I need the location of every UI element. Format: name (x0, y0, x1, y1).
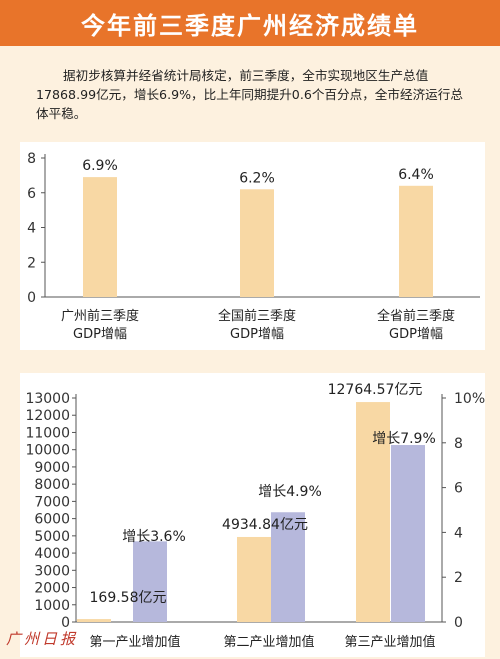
y-tick-label: 2 (27, 255, 36, 271)
left-y-tick-label: 4000 (34, 546, 70, 562)
right-y-tick-label: 0 (454, 615, 463, 631)
bar (399, 185, 433, 297)
industry-value-chart: 0100020003000400050006000700080009000100… (25, 382, 485, 650)
left-y-tick-label: 6000 (34, 512, 70, 528)
growth-data-label: 增长7.9% (372, 431, 436, 447)
value-bar (237, 536, 271, 622)
left-y-tick-label: 10000 (25, 443, 70, 459)
right-y-tick-label: 10% (454, 391, 485, 407)
left-y-tick-label: 3000 (34, 563, 70, 579)
x-tick-label: 全省前三季度 (377, 308, 455, 324)
x-tick-label: 广州前三季度 (61, 308, 139, 324)
x-tick-label: GDP增幅 (230, 327, 284, 342)
growth-data-label: 增长4.9% (258, 484, 322, 500)
y-tick-label: 8 (27, 151, 36, 167)
x-tick-label: 第二产业增加值 (223, 634, 314, 650)
growth-bar (271, 512, 305, 622)
x-tick-label: 全国前三季度 (218, 308, 296, 324)
x-tick-label: GDP增幅 (389, 327, 443, 342)
industry-value-chart-panel: 0 1000 2000 3000 4000 5000 6000 7000 8000 9000 100… (20, 373, 485, 657)
x-tick-label: GDP增幅 (73, 327, 127, 342)
left-y-tick-label: 7000 (34, 494, 70, 510)
growth-bar (391, 445, 425, 622)
page-title: 今年前三季度广州经济成绩单 (81, 11, 419, 40)
x-tick-label: 第三产业增加值 (344, 634, 435, 650)
growth-data-label: 增长3.6% (122, 529, 186, 545)
right-y-tick-label: 4 (454, 525, 463, 541)
left-y-tick-label: 8000 (34, 477, 70, 493)
value-data-label: 12764.57亿元 (328, 382, 423, 398)
right-y-tick-label: 2 (454, 570, 463, 586)
left-y-tick-label: 11000 (25, 425, 70, 441)
left-y-tick-label: 12000 (25, 408, 70, 424)
bar (83, 177, 117, 297)
right-y-tick-label: 6 (454, 481, 463, 497)
left-y-tick-label: 13000 (25, 391, 70, 407)
value-bar (356, 402, 390, 622)
data-label: 6.9% (82, 158, 118, 174)
left-y-tick-label: 5000 (34, 529, 70, 545)
y-tick-label: 4 (27, 221, 36, 237)
growth-bar (133, 541, 167, 622)
gdp-growth-chart: 0 2 4 6 8 6.9% 广州前三季度 GDP增幅 6.2% 全国前三季度 GDP增幅 6.4% 全… (27, 151, 480, 342)
right-y-tick-label: 8 (454, 436, 463, 452)
y-tick-label: 6 (27, 186, 36, 202)
value-data-label: 169.58亿元 (90, 590, 167, 606)
intro-paragraph: 据初步核算并经省统计局核定，前三季度，全市实现地区生产总值17868.99亿元，… (36, 68, 463, 121)
left-y-tick-label: 2000 (34, 581, 70, 597)
left-y-tick-label: 9000 (34, 460, 70, 476)
value-bar (77, 619, 111, 622)
data-label: 6.2% (239, 170, 275, 186)
left-y-tick-label: 1000 (34, 598, 70, 614)
data-label: 6.4% (398, 167, 434, 183)
bar (240, 189, 274, 297)
x-tick-label: 第一产业增加值 (89, 634, 180, 650)
header-banner: 今年前三季度广州经济成绩单 (0, 0, 500, 46)
left-y-tick-label: 0 (61, 615, 70, 631)
newspaper-logo: 广州日报 (6, 630, 79, 648)
y-tick-label: 0 (27, 290, 36, 306)
gdp-growth-chart-panel: 0 2 4 6 8 6.9% 广州前三季度 GDP增幅 6.2% 全国前三季度 GDP增幅 6.4% 全… (20, 142, 485, 350)
value-data-label: 4934.84亿元 (222, 517, 308, 533)
